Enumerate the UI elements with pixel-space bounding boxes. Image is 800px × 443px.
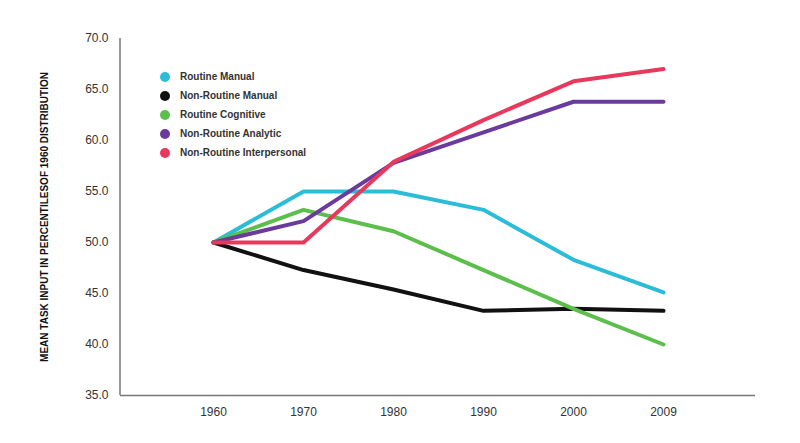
svg-text:40.0: 40.0 [85,337,109,351]
svg-text:65.0: 65.0 [85,82,109,96]
svg-text:2000: 2000 [560,405,587,419]
svg-text:55.0: 55.0 [85,184,109,198]
svg-text:1960: 1960 [200,405,227,419]
svg-text:1970: 1970 [290,405,317,419]
svg-text:MEAN TASK INPUT IN PERCENTILES: MEAN TASK INPUT IN PERCENTILESOF 1960 DI… [39,72,50,362]
html-text:Non-Routine Interpersonal: Non-Routine Interpersonal [180,147,307,158]
svg-text:60.0: 60.0 [85,133,109,147]
svg-text:35.0: 35.0 [85,388,109,402]
html-text:Non-Routine Manual: Non-Routine Manual [180,90,278,101]
svg-text:2009: 2009 [650,405,677,419]
html-text:Non-Routine Analytic: Non-Routine Analytic [180,128,282,139]
svg-text:50.0: 50.0 [85,235,109,249]
svg-text:1980: 1980 [380,405,407,419]
html-text:Routine Cognitive: Routine Cognitive [180,109,266,120]
svg-text:45.0: 45.0 [85,286,109,300]
svg-text:70.0: 70.0 [85,31,109,45]
svg-text:1990: 1990 [470,405,497,419]
html-text:Routine Manual: Routine Manual [180,71,255,82]
